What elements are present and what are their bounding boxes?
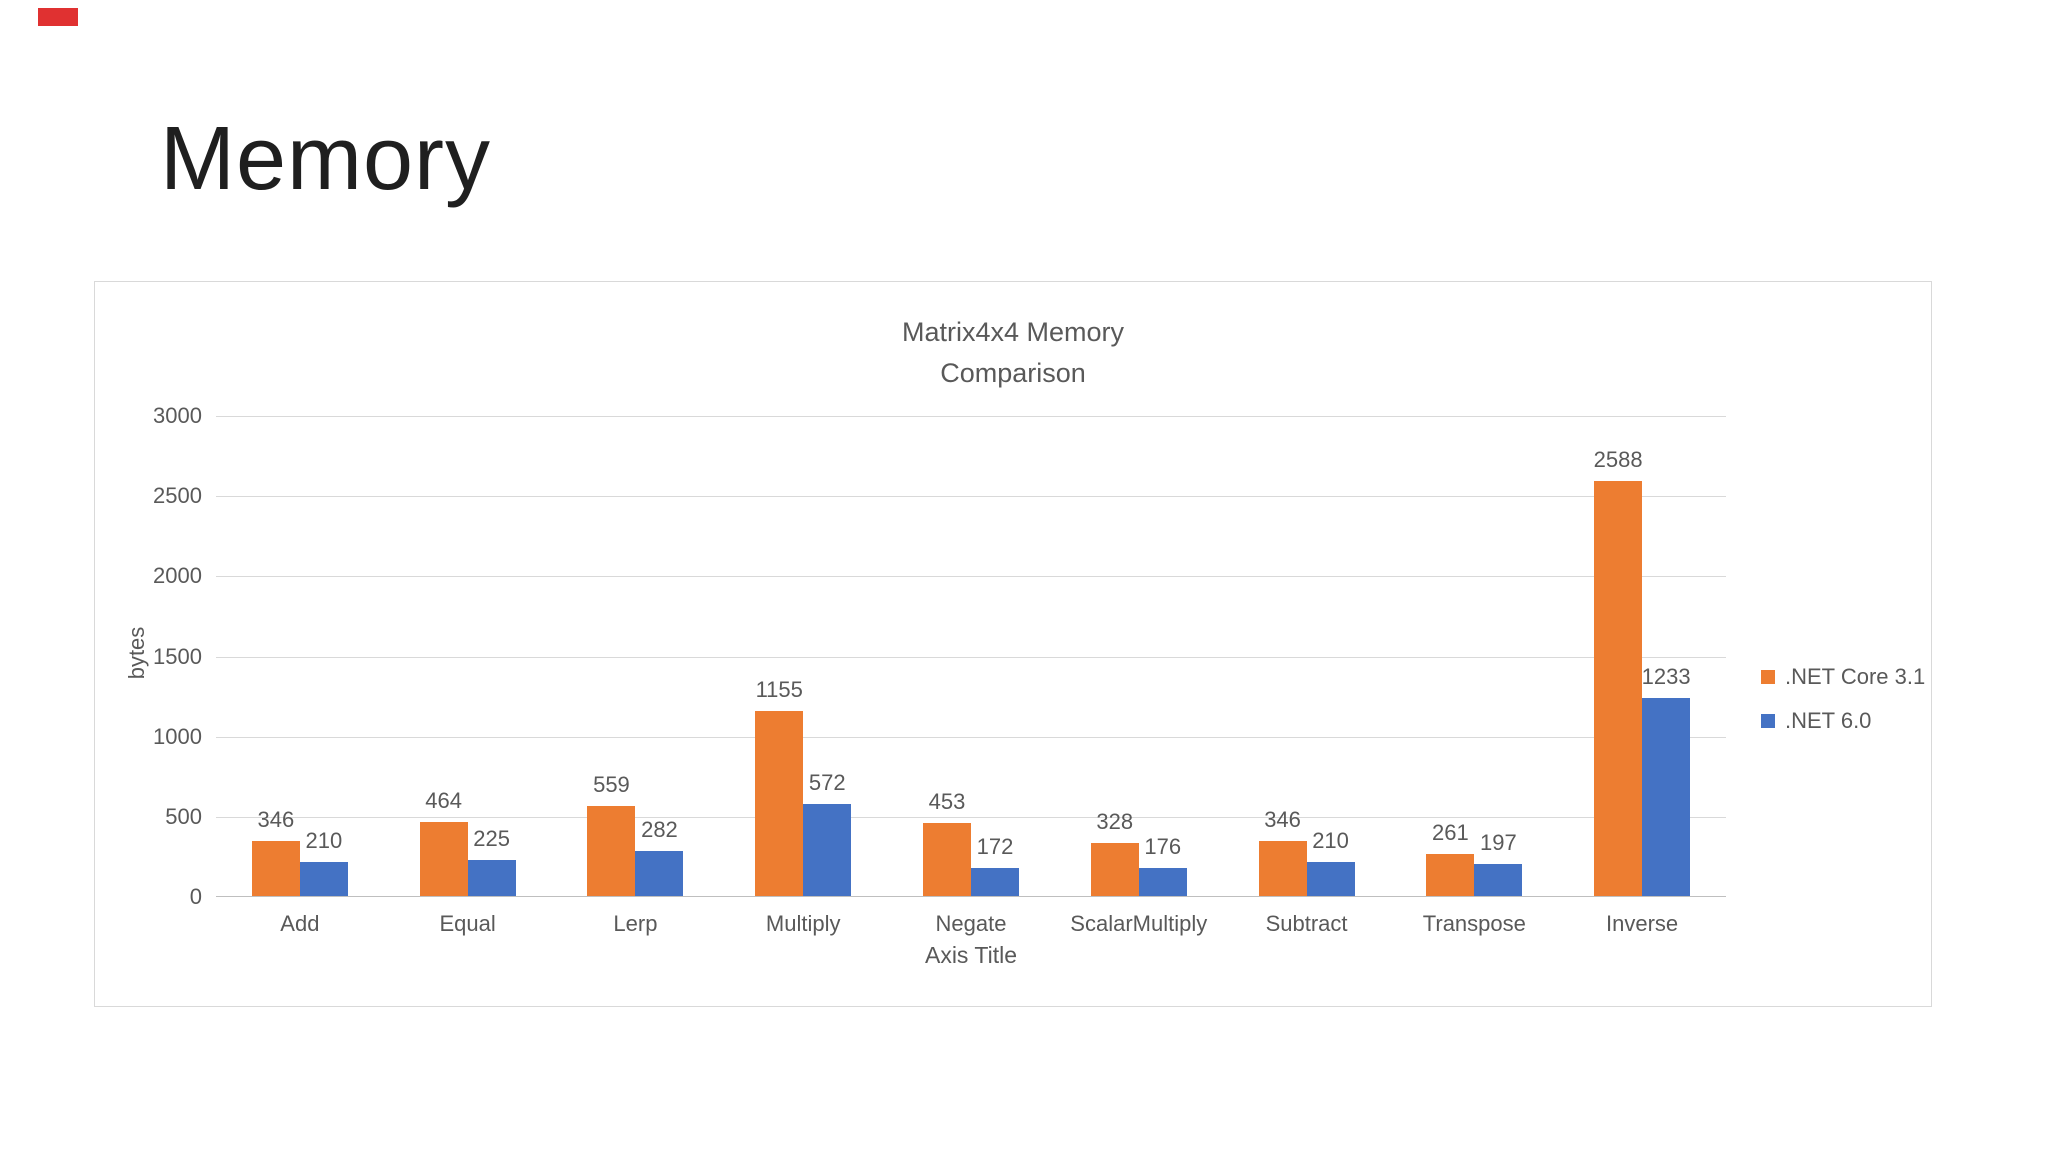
x-category-label: Negate [935, 911, 1007, 936]
chart-title-line-2: Comparison [940, 357, 1086, 388]
red-corner-mark [38, 8, 78, 26]
gridline [216, 496, 1726, 498]
bar-value-label: 176 [1144, 833, 1182, 859]
bar-transpose-series-1 [1474, 864, 1523, 896]
bar-value-label: 572 [808, 770, 846, 796]
x-category-label: Lerp [613, 911, 658, 936]
gridline [216, 416, 1726, 417]
bar-lerp-series-1 [635, 850, 684, 896]
gridline [216, 576, 1726, 578]
bar-value-label: 2588 [1593, 447, 1643, 473]
x-category-label: Equal [439, 911, 496, 936]
bar-value-label: 328 [1096, 809, 1134, 835]
slide-title: Memory [160, 109, 492, 209]
gridline [216, 656, 1726, 658]
legend-swatch-icon [1761, 714, 1775, 728]
x-category-label: Add [280, 911, 320, 936]
bar-value-label: 464 [425, 787, 463, 813]
gridline [216, 736, 1726, 738]
y-tick-label: 1500 [153, 643, 202, 669]
bar-value-label: 453 [928, 789, 966, 815]
bar-inverse-series-0 [1594, 481, 1643, 896]
bar-value-label: 346 [1264, 806, 1301, 832]
bar-value-label: 1155 [755, 676, 803, 702]
legend-item: .NET 6.0 [1761, 708, 1925, 734]
bar-add-series-1 [299, 862, 348, 896]
bar-inverse-series-1 [1642, 698, 1691, 896]
bar-scalarmultiply-series-1 [1138, 867, 1187, 896]
bar-lerp-series-0 [587, 806, 636, 896]
gridline [216, 816, 1726, 818]
y-tick-label: 500 [165, 803, 202, 829]
bar-transpose-series-0 [1426, 854, 1475, 896]
bar-negate-series-1 [971, 868, 1019, 896]
bar-value-label: 559 [593, 772, 630, 798]
legend: .NET Core 3.1 .NET 6.0 [1761, 664, 1925, 752]
x-axis-title: Axis Title [924, 942, 1018, 968]
x-category-label: Transpose [1422, 911, 1526, 936]
y-tick-label: 2500 [153, 483, 202, 509]
x-category-label: Inverse [1606, 911, 1679, 936]
bar-negate-series-0 [923, 823, 971, 896]
legend-item: .NET Core 3.1 [1761, 664, 1925, 690]
bar-scalarmultiply-series-0 [1090, 843, 1139, 896]
bar-value-label: 197 [1479, 830, 1517, 856]
bar-value-label: 282 [641, 816, 678, 842]
y-tick-label: 3000 [153, 403, 202, 428]
bar-equal-series-0 [419, 821, 468, 896]
bar-multiply-series-1 [803, 804, 852, 896]
x-category-label: Subtract [1265, 911, 1348, 936]
chart-title: Matrix4x4 Memory Comparison [95, 312, 1931, 393]
legend-swatch-icon [1761, 670, 1775, 684]
bar-value-label: 1233 [1641, 664, 1691, 690]
y-tick-label: 1000 [153, 723, 202, 749]
bar-multiply-series-0 [755, 710, 804, 896]
bar-value-label: 210 [305, 828, 343, 854]
chart-panel: Matrix4x4 Memory Comparison 346 210 464 225… [94, 281, 1932, 1007]
bar-add-series-0 [251, 840, 300, 896]
legend-label: .NET 6.0 [1785, 708, 1872, 733]
bar-value-label: 225 [473, 825, 511, 851]
legend-label: .NET Core 3.1 [1785, 664, 1926, 689]
y-tick-label: 2000 [153, 563, 202, 589]
bar-value-label: 210 [1312, 828, 1349, 854]
x-category-label: ScalarMultiply [1070, 911, 1208, 936]
bar-value-label: 172 [976, 834, 1014, 860]
bar-subtract-series-0 [1258, 840, 1307, 896]
bar-value-label: 261 [1431, 820, 1469, 846]
chart-body: 346 210 464 225 559 282 1155 572 453 172 328 176 346… [95, 282, 1931, 1006]
bar-equal-series-1 [467, 859, 516, 896]
plot-area: 346 210 464 225 559 282 1155 572 453 172 328 176 346… [216, 416, 1726, 897]
y-tick-label: 0 [189, 884, 202, 909]
bar-value-label: 346 [257, 806, 295, 832]
chart-title-line-1: Matrix4x4 Memory [901, 317, 1125, 347]
x-category-label: Multiply [765, 911, 841, 936]
bar-subtract-series-1 [1306, 862, 1355, 896]
